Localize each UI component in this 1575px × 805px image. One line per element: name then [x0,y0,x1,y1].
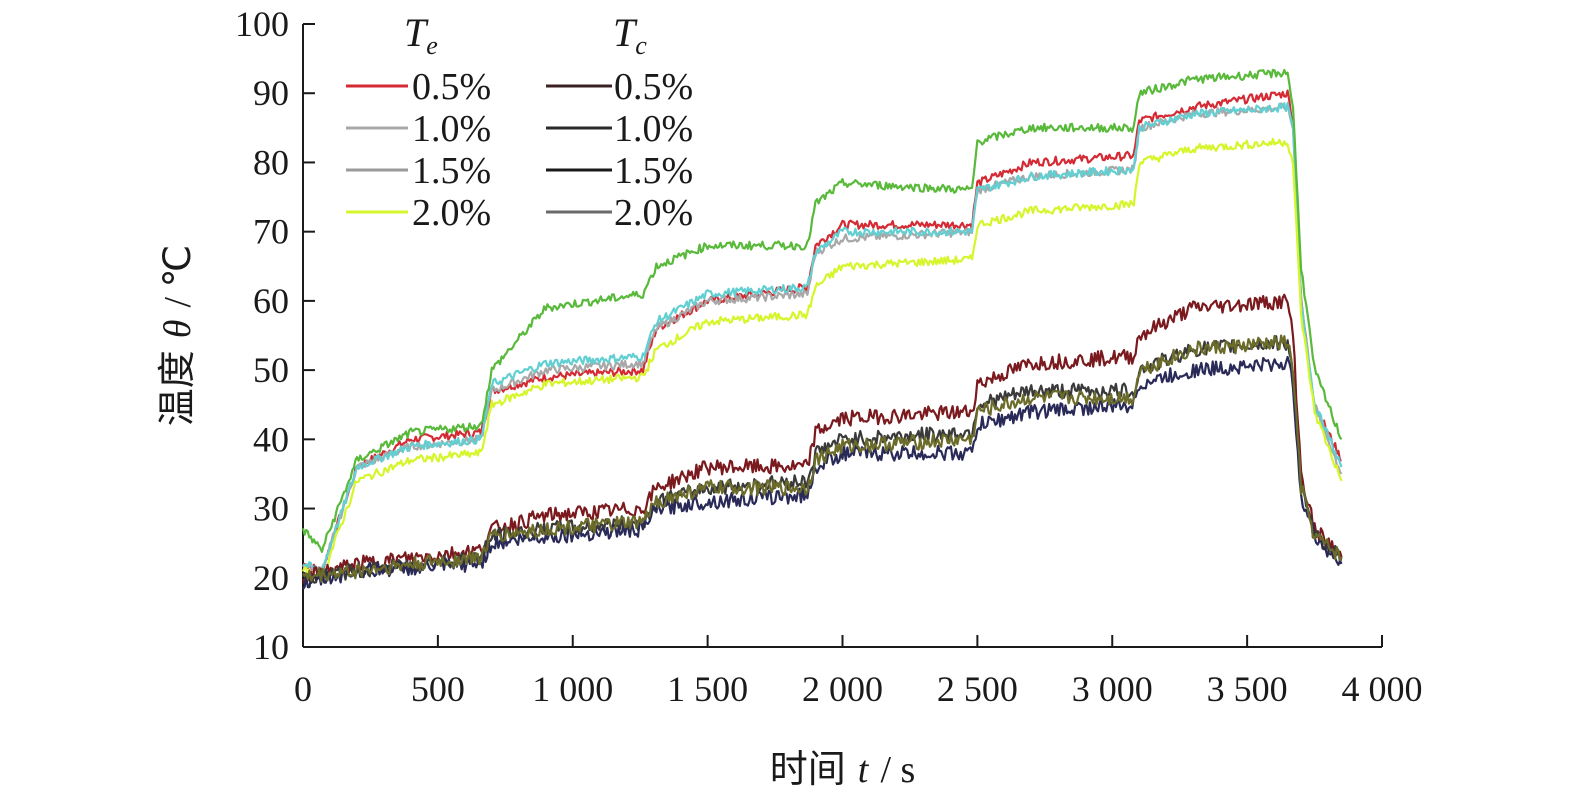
x-tick-label: 1 000 [532,669,613,709]
x-ticks: 0 500 1 000 1 500 2 000 2 500 3 000 3 500 4 000 [294,635,1423,709]
y-axis-title-symbol: θ [157,320,199,339]
series-line-te-2 [302,102,1343,576]
x-tick-label: 2 000 [802,669,883,709]
x-tick-label: 3 000 [1072,669,1153,709]
legend-te-label: 1.0% [412,108,491,150]
series-line-tc-5 [301,293,1343,585]
series-line-tc-7 [302,355,1343,590]
x-tick-label: 0 [294,669,312,709]
y-tick-label: 60 [253,281,289,321]
x-tick-label: 4 000 [1342,669,1423,709]
legend-te-items: 0.5%1.0%1.5%2.0% [346,66,491,234]
x-tick-label: 3 500 [1207,669,1288,709]
legend-te-label: 2.0% [412,192,491,234]
x-tick-label: 2 500 [937,669,1018,709]
axes-group: 10 20 30 40 50 60 70 80 90 100 0 500 1 000 1 500 2 00… [235,4,1423,709]
axis-titles: 时间 t / s 温度 θ / ℃ [155,245,915,791]
series-line-tc-8 [302,334,1343,583]
y-tick-label: 40 [253,419,289,459]
x-tick-label: 1 500 [667,669,748,709]
legend-tc-subscript: c [635,31,647,60]
legend-te-label: 0.5% [412,66,491,108]
y-tick-label: 50 [253,350,289,390]
y-tick-label: 100 [235,4,289,44]
y-ticks: 10 20 30 40 50 60 70 80 90 100 [235,4,315,667]
legend-tc-label: 0.5% [614,66,693,108]
legend-tc-label: 1.0% [614,108,693,150]
legend-tc-header: Tc [613,10,647,60]
y-tick-label: 70 [253,212,289,252]
y-axis-title-cn: 温度 [155,350,199,426]
legend-te-subscript: e [426,31,438,60]
series-line-te-0 [303,89,1342,573]
x-axis-title: 时间 t / s [770,747,916,791]
legend-te-symbol: T [404,10,429,55]
legend-tc-label: 2.0% [614,192,693,234]
legend-tc-items: 0.5%1.0%1.5%2.0% [546,66,693,234]
x-axis-title-unit: / s [880,749,915,791]
y-tick-label: 10 [253,627,289,667]
series-layer [301,68,1343,590]
y-tick-label: 80 [253,142,289,182]
y-tick-label: 90 [253,73,289,113]
y-axis-title: 温度 θ / ℃ [155,245,199,427]
legend-te-label: 1.5% [412,150,491,192]
x-axis-title-cn: 时间 [770,747,846,791]
series-line-te-4 [301,68,1343,553]
y-tick-label: 30 [253,489,289,529]
x-axis-title-symbol: t [858,749,870,791]
legend-tc-label: 1.5% [614,150,693,192]
legend-te-header: Te [404,10,438,60]
series-line-te-3 [301,137,1343,583]
y-tick-label: 20 [253,558,289,598]
legend: Te Tc 0.5%1.0%1.5%2.0% 0.5%1.0%1.5%2.0% [346,10,693,234]
y-axis-title-unit: / ℃ [157,245,199,308]
legend-tc-symbol: T [613,10,638,55]
x-tick-label: 500 [411,669,465,709]
